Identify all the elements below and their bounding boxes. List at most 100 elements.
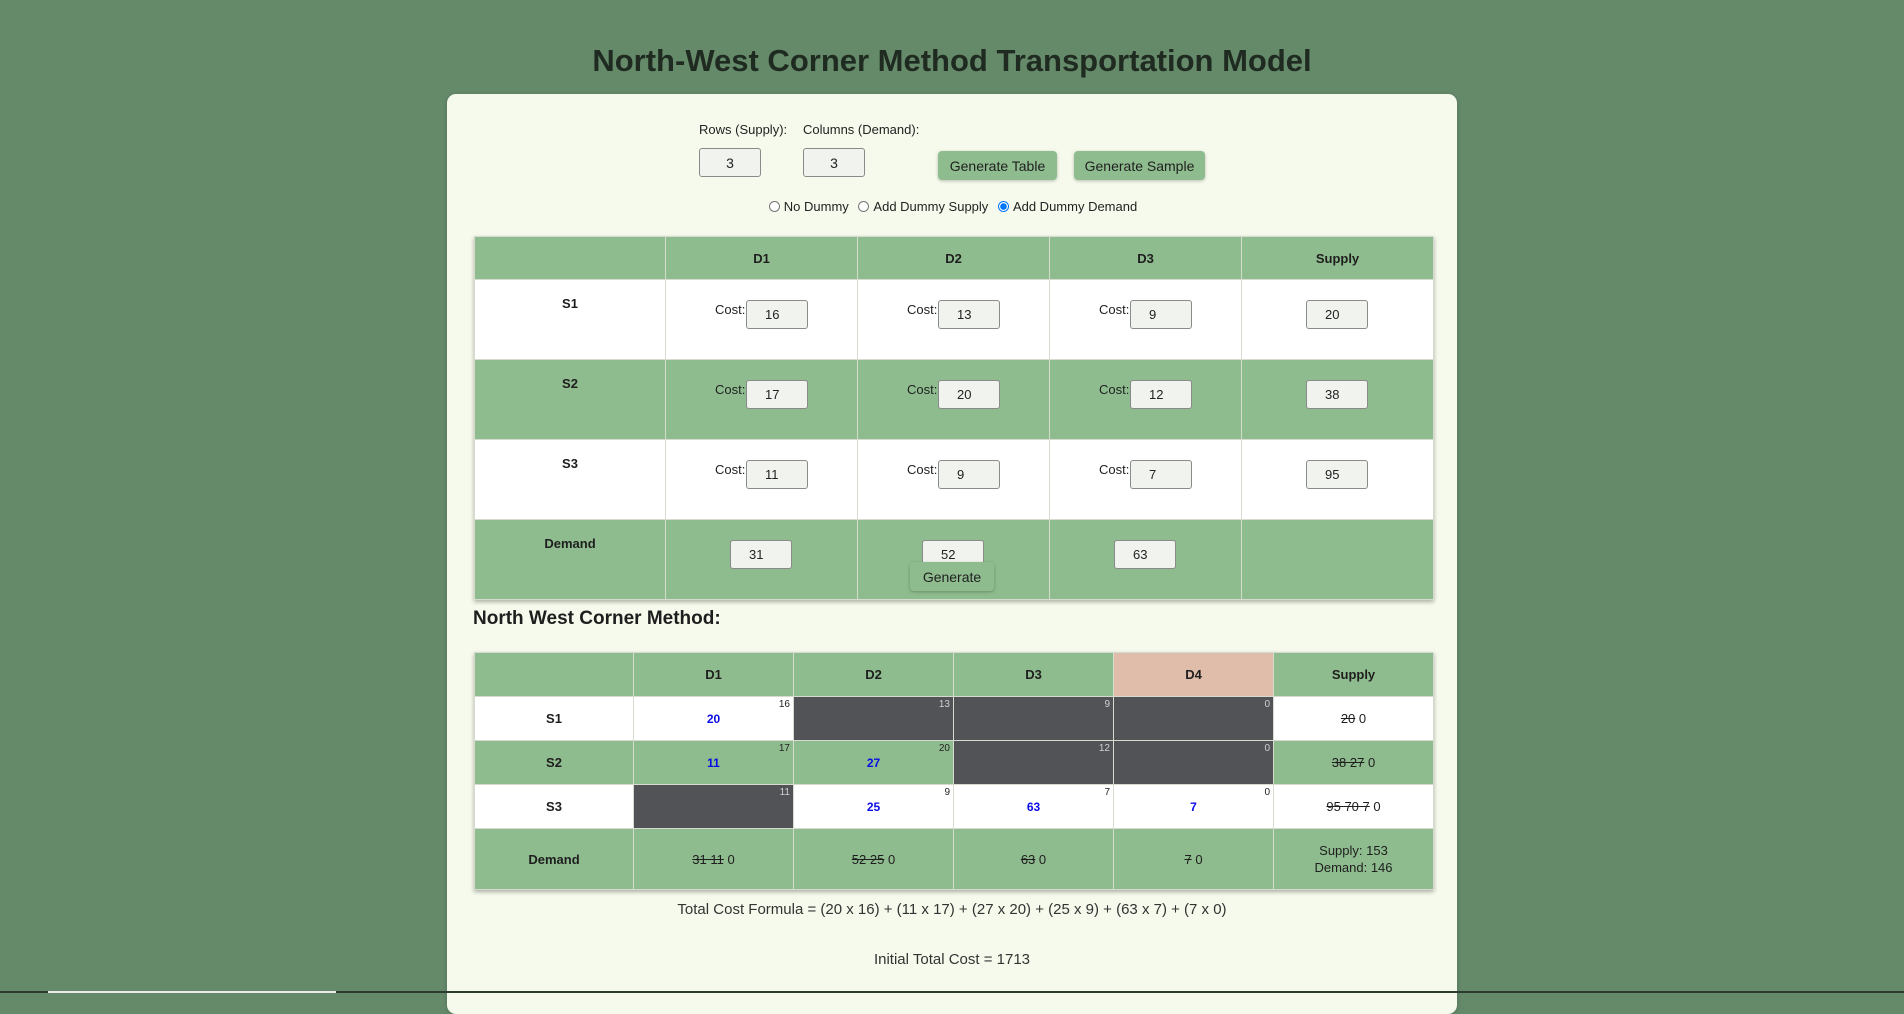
- dummy-supply-label: Add Dummy Supply: [873, 199, 989, 214]
- main-card: Rows (Supply): Columns (Demand): Generat…: [447, 94, 1457, 1014]
- alloc-cell-s1-d4: 0: [1113, 696, 1274, 741]
- columns-label: Columns (Demand):: [803, 122, 920, 137]
- cell-cost: 0: [1264, 743, 1270, 754]
- header-d1: D1: [665, 236, 858, 280]
- dummy-supply-radio[interactable]: [858, 201, 870, 212]
- allocation-value: 27: [866, 756, 881, 770]
- dummy-demand-radio[interactable]: [997, 201, 1009, 212]
- allocation-value: 11: [707, 756, 720, 770]
- taskbar-edge: [0, 991, 1904, 993]
- no-dummy-radio[interactable]: [768, 201, 780, 212]
- supply-struck: 20: [1340, 711, 1356, 726]
- total-supply: Supply: 153: [1319, 843, 1388, 858]
- demand-struck: 52 25: [851, 851, 885, 867]
- rows-input[interactable]: [699, 148, 761, 177]
- demand-input-d1[interactable]: [730, 540, 792, 569]
- demand-input-d3[interactable]: [1114, 540, 1176, 569]
- columns-input[interactable]: [803, 148, 865, 177]
- cost-input-s3-d2[interactable]: [938, 460, 1000, 489]
- demand-remaining: 0: [1195, 851, 1203, 867]
- cost-input-s3-d1[interactable]: [746, 460, 808, 489]
- supply-input-s3[interactable]: [1306, 460, 1368, 489]
- row-label-s2: S2: [474, 359, 666, 440]
- table-row: S1 Cost: Cost: Cost:: [474, 279, 1434, 360]
- total-demand: Demand: 146: [1314, 860, 1393, 875]
- generate-table-button[interactable]: Generate Table: [938, 151, 1057, 180]
- row-label-s3: S3: [474, 439, 666, 520]
- table-row: S2 Cost: Cost: Cost:: [474, 359, 1434, 440]
- result-header-d1: D1: [633, 652, 794, 697]
- dummy-demand-label: Add Dummy Demand: [1012, 199, 1138, 214]
- cost-input-s3-d3[interactable]: [1130, 460, 1192, 489]
- cell-cost: 7: [1104, 787, 1110, 798]
- result-row-label-s1: S1: [474, 696, 634, 741]
- table-row: S1 16 20 13 9 0 20 0: [474, 696, 1434, 741]
- alloc-cell-s1-d2: 13: [793, 696, 954, 741]
- table-row: S2 17 11 20 27 12 0 38 27 0: [474, 740, 1434, 785]
- allocation-value: 7: [1190, 800, 1197, 814]
- cost-input-s1-d3[interactable]: [1130, 300, 1192, 329]
- cell-cost: 13: [938, 699, 950, 710]
- cost-label: Cost:: [1099, 462, 1130, 477]
- cost-input-s2-d2[interactable]: [938, 380, 1000, 409]
- cost-label: Cost:: [907, 462, 938, 477]
- demand-row: Demand: [474, 519, 1434, 600]
- cost-label: Cost:: [715, 302, 746, 317]
- cost-label: Cost:: [907, 302, 938, 317]
- taskbar-indicator: [48, 991, 336, 993]
- demand-struck: 31 11: [692, 851, 724, 867]
- allocation-value: 25: [866, 800, 881, 814]
- supply-struck: 95 70 7: [1326, 799, 1370, 814]
- cost-input-s1-d2[interactable]: [938, 300, 1000, 329]
- result-demand-label: Demand: [474, 828, 634, 890]
- alloc-cell-s3-d2: 9 25: [793, 784, 954, 829]
- page-title: North-West Corner Method Transportation …: [592, 43, 1312, 78]
- no-dummy-label: No Dummy: [783, 199, 849, 214]
- demand-cell-d1: 31 11 0: [633, 828, 794, 890]
- alloc-cell-s1-d1: 16 20: [633, 696, 794, 741]
- cell-cost: 11: [779, 787, 790, 798]
- demand-label: Demand: [474, 519, 666, 600]
- cell-cost: 9: [1104, 699, 1110, 710]
- result-header-supply: Supply: [1273, 652, 1434, 697]
- demand-struck: 7: [1184, 851, 1192, 867]
- header-d2: D2: [857, 236, 1050, 280]
- alloc-cell-s3-d1: 11: [633, 784, 794, 829]
- result-heading: North West Corner Method:: [473, 608, 721, 629]
- result-header-d3: D3: [953, 652, 1114, 697]
- result-row-label-s3: S3: [474, 784, 634, 829]
- result-header-d4-dummy: D4: [1113, 652, 1274, 697]
- demand-cell-d2: 52 25 0: [793, 828, 954, 890]
- supply-cell-s1: 20 0: [1273, 696, 1434, 741]
- alloc-cell-s1-d3: 9: [953, 696, 1114, 741]
- supply-remaining: 0: [1367, 755, 1376, 770]
- supply-remaining: 0: [1358, 711, 1367, 726]
- row-label-s1: S1: [474, 279, 666, 360]
- supply-input-s2[interactable]: [1306, 380, 1368, 409]
- supply-remaining: 0: [1373, 799, 1381, 814]
- alloc-cell-s2-d4: 0: [1113, 740, 1274, 785]
- table-row: S3 Cost: Cost: Cost:: [474, 439, 1434, 520]
- alloc-cell-s2-d2: 20 27: [793, 740, 954, 785]
- supply-cell-s3: 95 70 7 0: [1273, 784, 1434, 829]
- alloc-cell-s2-d3: 12: [953, 740, 1114, 785]
- cost-label: Cost:: [907, 382, 938, 397]
- supply-cell-s2: 38 27 0: [1273, 740, 1434, 785]
- supply-struck: 38 27: [1331, 755, 1365, 770]
- demand-remaining: 0: [887, 851, 896, 867]
- generate-button[interactable]: Generate: [910, 562, 994, 591]
- generate-sample-button[interactable]: Generate Sample: [1074, 151, 1205, 180]
- cost-input-s2-d1[interactable]: [746, 380, 808, 409]
- header-supply: Supply: [1241, 236, 1434, 280]
- cost-input-s2-d3[interactable]: [1130, 380, 1192, 409]
- alloc-cell-s2-d1: 17 11: [633, 740, 794, 785]
- cost-input-s1-d1[interactable]: [746, 300, 808, 329]
- cost-label: Cost:: [715, 382, 746, 397]
- totals-cell: Supply: 153 Demand: 146: [1273, 828, 1434, 890]
- supply-input-s1[interactable]: [1306, 300, 1368, 329]
- cell-cost: 12: [1098, 743, 1110, 754]
- alloc-cell-s3-d3: 7 63: [953, 784, 1114, 829]
- cell-cost: 9: [944, 787, 950, 798]
